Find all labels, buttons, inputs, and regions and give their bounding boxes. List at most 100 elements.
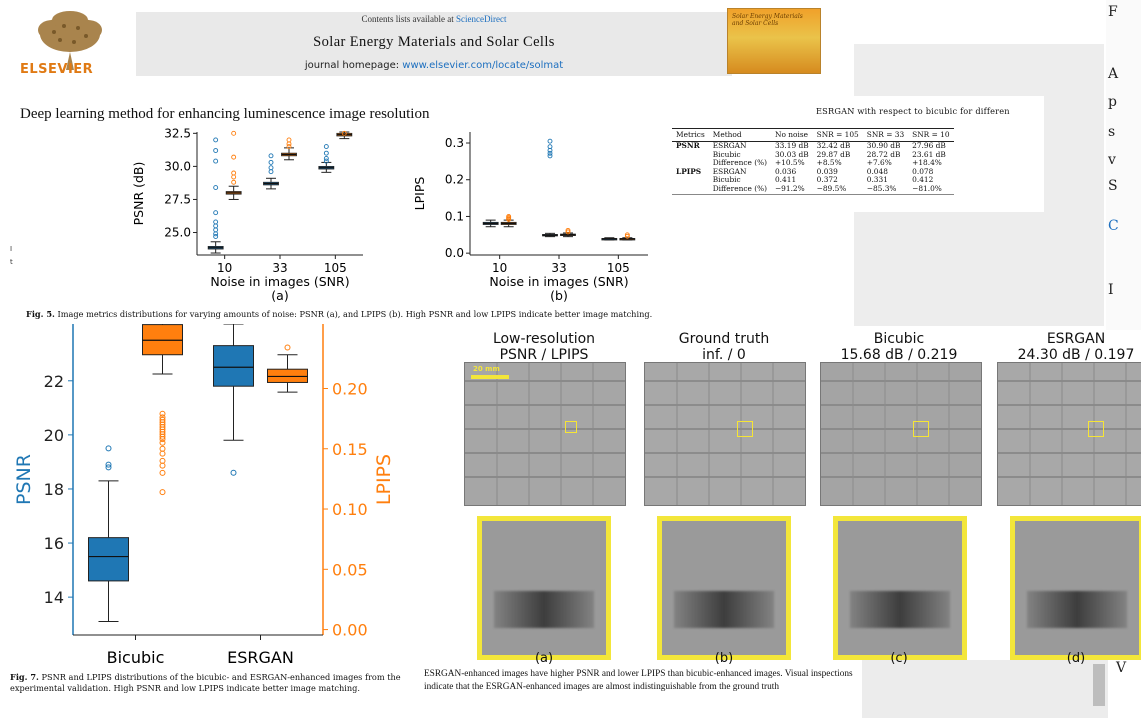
results-table: Metrics Method No noise SNR = 105 SNR = … (672, 128, 954, 195)
outlier-point (213, 158, 219, 164)
gray-panel-bottom (862, 660, 1108, 718)
table-header: No noise (770, 128, 813, 142)
table-cell: +18.4% (912, 158, 942, 168)
outlier-point (323, 144, 329, 149)
bicubic-zoom (833, 516, 967, 660)
outlier-point (286, 137, 292, 143)
panel-label: (a) (271, 288, 288, 303)
outlier-point (565, 227, 571, 233)
column-text-fragment: I (1108, 282, 1114, 298)
outlier-point (506, 216, 512, 222)
outlier-point (286, 144, 292, 149)
table-row: LPIPS ESRGAN 0.036 0.039 0.048 0.078 (672, 166, 954, 177)
outlier-point (268, 165, 274, 171)
outlier-point (105, 445, 112, 452)
x-tick-label: 10 (217, 261, 232, 275)
side-mark: I (10, 245, 13, 253)
outlier-point (547, 138, 553, 144)
outlier-point (213, 137, 219, 143)
table-header: SNR = 105 (812, 128, 863, 142)
scale-bar-label: 20 mm (473, 365, 500, 373)
outlier-point (323, 150, 329, 156)
column-text-fragment: F (1108, 4, 1118, 20)
y-tick-label: 0.3 (445, 136, 464, 150)
fig6-panel-label: (c) (890, 651, 908, 666)
table-row: Bicubic 0.411 0.372 0.331 0.412 (672, 176, 954, 185)
table-header: Method (708, 128, 771, 142)
side-mark: t (10, 258, 13, 266)
table-header: SNR = 10 (908, 128, 954, 142)
table-cell: 0.039 (816, 166, 838, 176)
table-cell: −85.3% (862, 184, 909, 195)
body-paragraph: ESRGAN-enhanced images have higher PSNR … (424, 669, 853, 692)
sciencedirect-link[interactable]: ScienceDirect (456, 14, 507, 24)
outlier-point (547, 147, 553, 153)
outlier-point (341, 130, 347, 136)
outlier-point (159, 439, 166, 446)
y-axis-label: PSNR (dB) (131, 162, 146, 226)
y-tick-label: 30.0 (164, 159, 191, 173)
fig6-panel-title: Bicubic (873, 331, 925, 347)
fig6-panel-title: ESRGAN (1046, 331, 1106, 347)
outlier-point (624, 233, 630, 239)
y-axis-label-left: PSNR (13, 454, 35, 505)
box (88, 537, 129, 582)
solar-cell-grid-icon (821, 363, 981, 505)
table-cell: Difference (%) (712, 158, 767, 168)
elsevier-tree-icon (38, 11, 102, 70)
table-cell: +10.5% (774, 158, 805, 168)
table-cell: 0.411 (774, 175, 797, 185)
table-cell: 0.078 (912, 166, 934, 176)
outlier-point (230, 469, 237, 476)
homepage-link[interactable]: www.elsevier.com/locate/solmat (402, 60, 564, 71)
table-cell: −81.0% (908, 184, 954, 195)
x-tick-label: ESRGAN (227, 648, 294, 664)
zoom-region-marker (913, 421, 929, 437)
y-tick-label: 14 (44, 588, 64, 607)
zoom-defect-stripe (850, 590, 950, 629)
zoom-defect-stripe (1027, 590, 1127, 629)
y-tick-label: 0.1 (445, 209, 464, 223)
outlier-point (231, 174, 237, 180)
y-tick-label-right: 0.15 (332, 440, 368, 459)
fig6-panel-subtitle: PSNR / LPIPS (499, 347, 589, 363)
y-axis-label-right: LPIPS (373, 454, 395, 505)
journal-title: Solar Energy Materials and Solar Cells (313, 34, 555, 50)
outlier-point (159, 469, 166, 476)
ground-truth-zoom (657, 516, 791, 660)
outlier-point (213, 223, 219, 229)
fig6-panel-label: (d) (1066, 651, 1086, 666)
table-cell (672, 184, 709, 195)
fig5-caption-text: Image metrics distributions for varying … (54, 309, 653, 319)
table-cell: 0.372 (816, 175, 838, 185)
column-text-fragment: A (1108, 66, 1119, 82)
bicubic-image (820, 362, 982, 506)
y-tick-label-right: 0.00 (332, 621, 368, 640)
box (267, 368, 308, 383)
table-cell: ESRGAN (712, 166, 747, 176)
table-cell: 0.048 (866, 166, 888, 176)
zoom-region-marker (565, 421, 577, 433)
journal-cover-thumbnail[interactable]: Solar Energy Materials and Solar Cells (727, 8, 821, 74)
solar-cell-grid-icon (465, 363, 625, 505)
fig6-image-comparison: Low-resolution PSNR / LPIPS 20 mm (a) Gr… (456, 326, 1141, 666)
outlier-point (159, 445, 166, 452)
outlier-point (231, 179, 237, 185)
contents-prefix: Contents lists available at (361, 14, 456, 24)
right-column: F A p s v S C I (1106, 0, 1141, 330)
y-tick-label: 0.0 (445, 246, 464, 260)
y-tick-label: 27.5 (164, 192, 191, 206)
outlier-point (268, 153, 274, 159)
homepage-line: journal homepage: www.elsevier.com/locat… (136, 60, 732, 71)
outlier-point (159, 433, 166, 440)
outlier-point (159, 457, 166, 464)
table-row: Difference (%) +10.5% +8.5% +7.6% +18.4% (672, 159, 954, 168)
table-row: Bicubic 30.03 dB 29.87 dB 28.72 dB 23.61… (672, 150, 954, 160)
elsevier-logo: ELSEVIER (14, 8, 126, 77)
scrollbar-thumb[interactable] (1093, 664, 1105, 706)
publisher-name: ELSEVIER (20, 62, 94, 77)
outlier-point (213, 234, 219, 239)
y-tick-label: 32.5 (164, 126, 191, 140)
outlier-point (547, 150, 553, 156)
